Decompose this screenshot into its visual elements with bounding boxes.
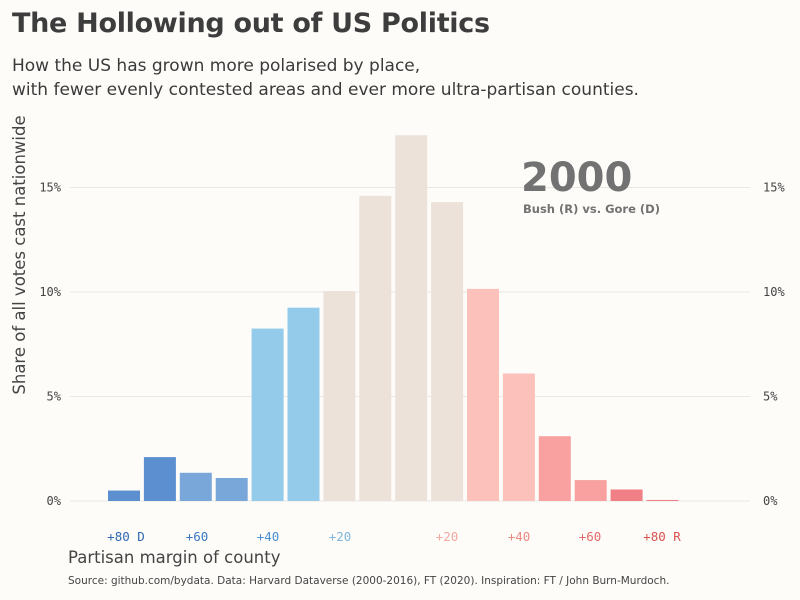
histogram-bar: [646, 499, 679, 501]
y-tick-label-left: 0%: [47, 494, 62, 508]
x-tick-label: +80 R: [643, 529, 681, 544]
histogram-bar: [215, 478, 248, 501]
histogram-bar: [108, 490, 140, 501]
histogram-bar: [502, 373, 535, 501]
x-tick-label: +40: [257, 529, 280, 544]
y-tick-label-left: 15%: [39, 181, 61, 195]
y-tick-label-right: 10%: [763, 285, 785, 299]
x-tick-label: +20: [436, 529, 459, 544]
histogram-bar: [431, 202, 464, 501]
y-tick-label-right: 5%: [763, 390, 778, 404]
y-tick-label-right: 15%: [763, 181, 785, 195]
histogram-bar: [143, 457, 176, 501]
histogram-bar: [538, 436, 571, 501]
x-tick-label: +20: [329, 529, 352, 544]
x-tick-label: +40: [508, 529, 531, 544]
y-axis-title: Share of all votes cast nationwide: [10, 115, 29, 394]
histogram-bar: [287, 307, 320, 501]
year-annotation: 2000: [521, 155, 632, 201]
election-label: Bush (R) vs. Gore (D): [523, 202, 660, 216]
x-tick-label: +60: [579, 529, 602, 544]
histogram-bar: [467, 288, 499, 501]
x-tick-label: +60: [186, 529, 209, 544]
histogram-bar: [359, 195, 392, 502]
subtitle-line-1: How the US has grown more polarised by p…: [12, 56, 421, 76]
histogram-bar: [395, 135, 428, 501]
y-tick-label-right: 0%: [763, 494, 778, 508]
subtitle-line-2: with fewer evenly contested areas and ev…: [12, 80, 639, 100]
histogram-bar: [574, 480, 607, 501]
chart-title: The Hollowing out of US Politics: [12, 8, 490, 39]
y-tick-label-left: 10%: [39, 285, 61, 299]
histogram-bar: [610, 489, 643, 501]
x-axis-title: Partisan margin of county: [68, 548, 281, 567]
chart-subtitle: How the US has grown more polarised by p…: [12, 54, 639, 102]
y-tick-label-left: 5%: [47, 390, 62, 404]
x-tick-label: +80 D: [107, 529, 145, 544]
histogram-bar: [251, 328, 284, 501]
histogram-bar: [323, 290, 356, 501]
histogram-bar: [179, 472, 212, 501]
source-note: Source: github.com/bydata. Data: Harvard…: [68, 575, 670, 587]
